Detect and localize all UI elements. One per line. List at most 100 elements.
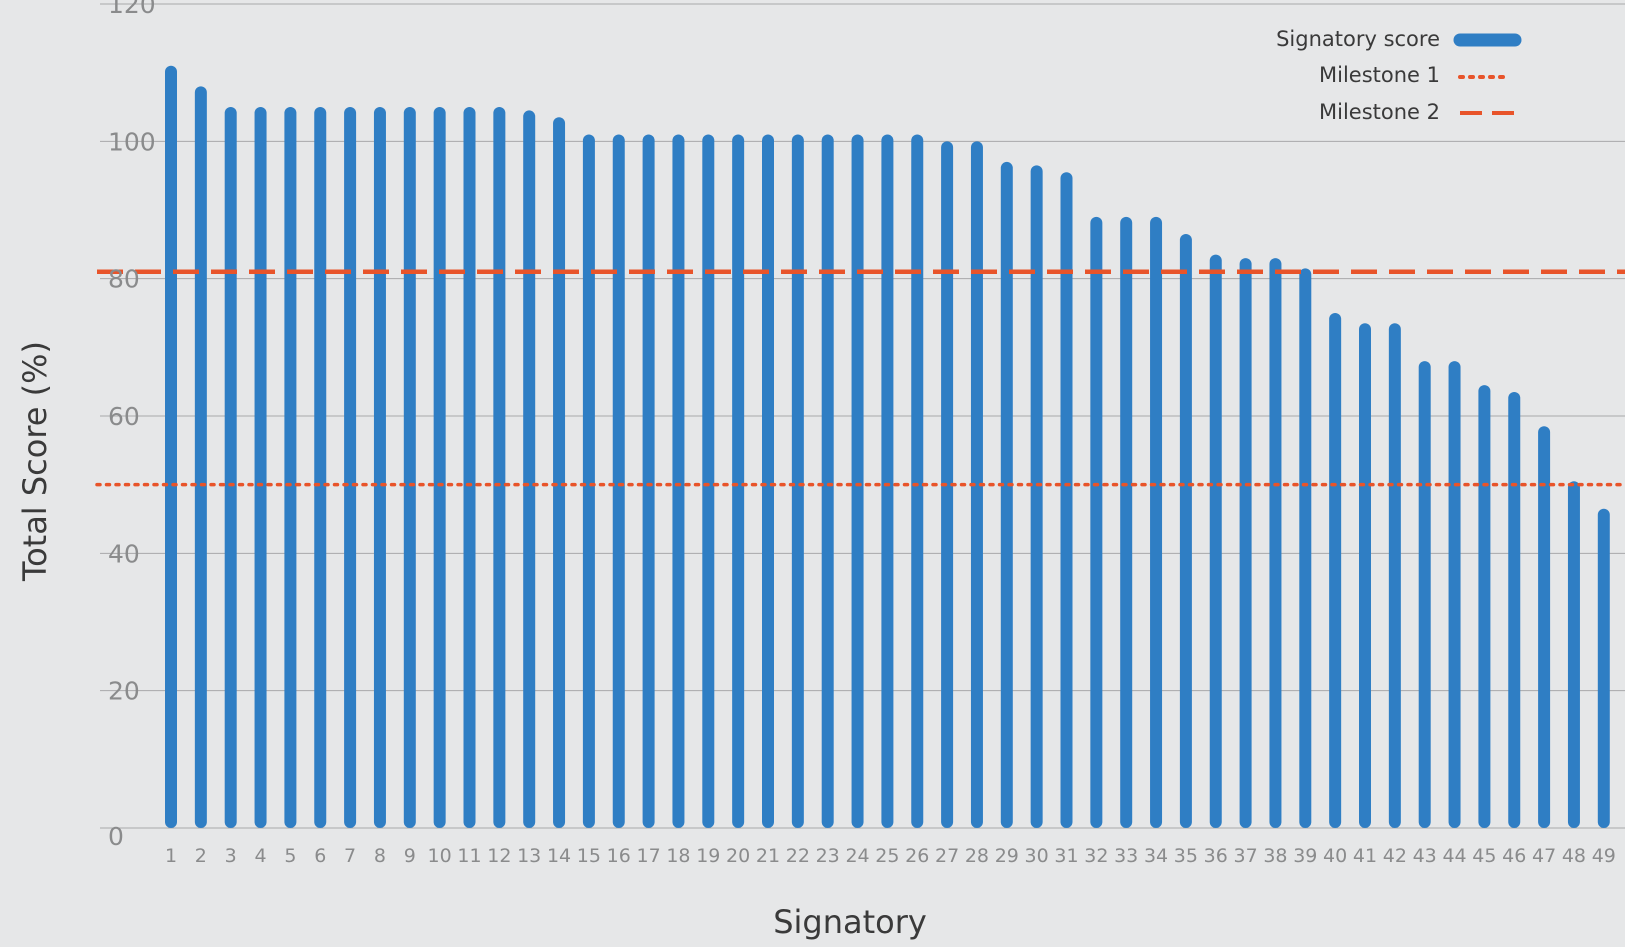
bar-signatory-14 — [553, 117, 566, 829]
x-tick-label-18: 18 — [666, 845, 690, 867]
x-tick-label-11: 11 — [457, 845, 481, 867]
bar-signatory-24 — [851, 134, 864, 828]
legend: Signatory score Milestone 1 Milestone 2 — [1276, 27, 1522, 124]
x-tick-label-9: 9 — [404, 845, 416, 867]
bar-signatory-5 — [284, 107, 297, 828]
x-tick-label-27: 27 — [935, 845, 959, 867]
x-tick-label-15: 15 — [577, 845, 601, 867]
y-tick-label-120: 120 — [108, 0, 156, 19]
x-tick-label-8: 8 — [374, 845, 386, 867]
bar-signatory-42 — [1388, 323, 1401, 828]
legend-label-milestone-2: Milestone 2 — [1319, 100, 1440, 124]
x-tick-label-34: 34 — [1144, 845, 1168, 867]
x-tick-label-40: 40 — [1323, 845, 1347, 867]
y-axis-ticks: 0 20 40 60 80 100 120 — [108, 0, 156, 851]
bar-signatory-12 — [493, 107, 506, 828]
bar-signatory-11 — [463, 107, 476, 828]
x-tick-label-38: 38 — [1263, 845, 1287, 867]
bar-signatory-32 — [1090, 216, 1103, 828]
x-tick-label-44: 44 — [1442, 845, 1466, 867]
bar-signatory-1 — [165, 65, 177, 829]
y-tick-label-60: 60 — [108, 402, 140, 431]
bar-signatory-44 — [1448, 361, 1461, 828]
bar-signatory-22 — [791, 134, 804, 828]
x-tick-label-46: 46 — [1502, 845, 1526, 867]
legend-label-milestone-1: Milestone 1 — [1319, 63, 1440, 87]
x-tick-label-31: 31 — [1054, 845, 1078, 867]
bar-signatory-13 — [523, 110, 536, 828]
x-tick-label-20: 20 — [726, 845, 750, 867]
x-tick-label-30: 30 — [1025, 845, 1049, 867]
bar-signatory-3 — [224, 107, 237, 828]
x-tick-label-19: 19 — [696, 845, 720, 867]
x-tick-label-12: 12 — [487, 845, 511, 867]
bar-signatory-49 — [1597, 508, 1610, 828]
bar-signatory-25 — [881, 134, 894, 828]
x-tick-label-2: 2 — [195, 845, 207, 867]
bar-signatory-7 — [344, 107, 357, 828]
x-tick-label-21: 21 — [756, 845, 780, 867]
bar-signatory-10 — [433, 107, 446, 828]
x-tick-label-25: 25 — [875, 845, 899, 867]
x-tick-label-41: 41 — [1353, 845, 1377, 867]
bar-signatory-19 — [702, 134, 715, 828]
bar-signatory-21 — [762, 134, 774, 828]
bar-signatory-31 — [1060, 172, 1073, 828]
x-tick-label-17: 17 — [637, 845, 661, 867]
x-tick-label-49: 49 — [1592, 845, 1616, 867]
bar-signatory-40 — [1329, 313, 1342, 828]
bar-signatory-8 — [373, 107, 386, 828]
x-tick-label-39: 39 — [1293, 845, 1317, 867]
reference-lines — [95, 269, 1625, 487]
x-tick-label-36: 36 — [1204, 845, 1228, 867]
x-tick-label-45: 45 — [1472, 845, 1496, 867]
x-tick-label-42: 42 — [1383, 845, 1407, 867]
x-tick-label-13: 13 — [517, 845, 541, 867]
y-axis-title: Total Score (%) — [16, 341, 54, 582]
x-tick-label-5: 5 — [284, 845, 296, 867]
bar-signatory-45 — [1478, 385, 1491, 828]
bar-signatory-4 — [254, 107, 267, 828]
y-tick-label-40: 40 — [108, 539, 140, 568]
bar-signatory-6 — [314, 107, 327, 828]
x-axis-ticks: 1 2 3 4 5 6 7 8 9 10 11 12 13 14 15 16 17 18 19 20 21 22 23 24 2… — [165, 845, 1616, 867]
bar-signatory-17 — [642, 134, 655, 828]
bar-signatory-26 — [911, 134, 924, 828]
bar-signatory-38 — [1269, 258, 1282, 829]
x-tick-label-37: 37 — [1234, 845, 1258, 867]
bar-signatory-47 — [1538, 426, 1551, 828]
x-tick-label-43: 43 — [1413, 845, 1437, 867]
bar-signatory-9 — [403, 107, 416, 828]
bars — [165, 65, 1610, 829]
bar-signatory-18 — [672, 134, 685, 828]
bar-signatory-43 — [1418, 361, 1431, 828]
bar-signatory-30 — [1030, 165, 1043, 828]
bar-signatory-48 — [1567, 481, 1580, 828]
x-tick-label-33: 33 — [1114, 845, 1138, 867]
x-tick-label-7: 7 — [344, 845, 356, 867]
x-axis-title: Signatory — [773, 903, 927, 941]
x-tick-label-1: 1 — [165, 845, 177, 867]
bar-signatory-36 — [1209, 254, 1222, 829]
x-tick-label-4: 4 — [255, 845, 267, 867]
x-tick-label-23: 23 — [816, 845, 840, 867]
bar-signatory-15 — [582, 134, 595, 828]
x-tick-label-26: 26 — [905, 845, 929, 867]
y-tick-label-0: 0 — [108, 822, 124, 851]
bar-signatory-16 — [612, 134, 625, 828]
x-tick-label-28: 28 — [965, 845, 989, 867]
x-tick-label-10: 10 — [428, 845, 452, 867]
bar-signatory-34 — [1150, 216, 1163, 828]
x-tick-label-32: 32 — [1084, 845, 1108, 867]
bar-signatory-46 — [1508, 391, 1521, 828]
y-tick-label-100: 100 — [108, 127, 156, 156]
bar-signatory-29 — [1000, 161, 1013, 828]
x-tick-label-35: 35 — [1174, 845, 1198, 867]
bar-signatory-2 — [194, 86, 207, 828]
x-tick-label-16: 16 — [607, 845, 631, 867]
y-tick-label-20: 20 — [108, 677, 140, 706]
x-tick-label-24: 24 — [845, 845, 869, 867]
bar-signatory-41 — [1359, 323, 1371, 828]
